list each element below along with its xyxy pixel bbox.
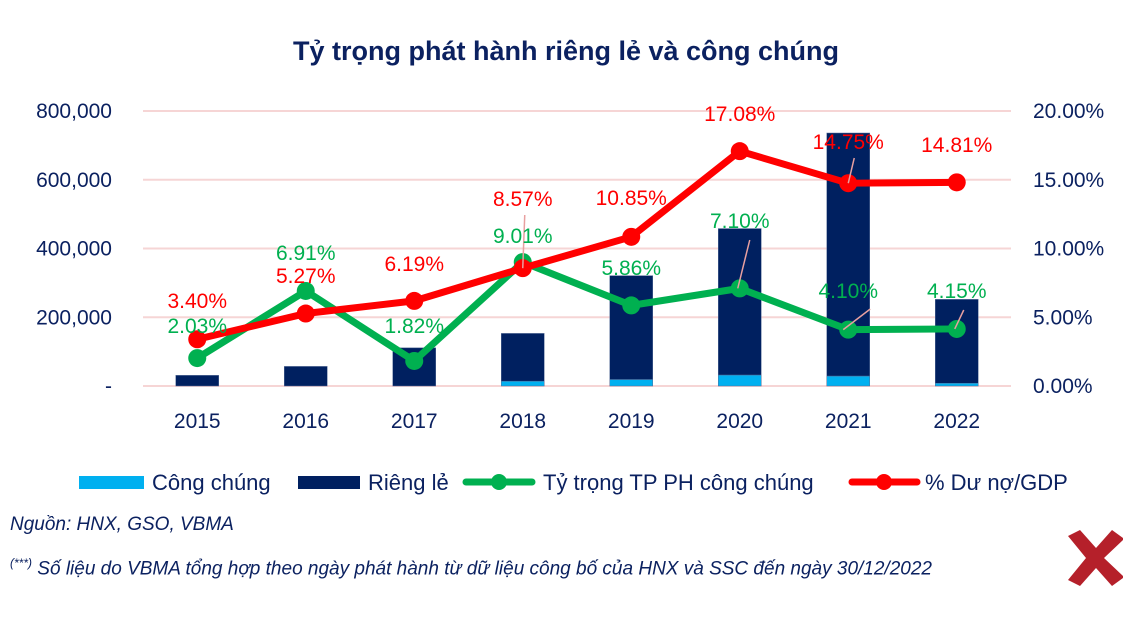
y-right-tick-label: 5.00% [1033, 306, 1093, 329]
x-tick-label: 2018 [499, 410, 546, 433]
y-axis-right: 0.00% 5.00% 10.00% 15.00% 20.00% [1033, 100, 1104, 398]
marker-du-no-gdp [296, 304, 315, 323]
y-axis-left: - 200,000 400,000 600,000 800,000 [36, 100, 112, 398]
line-ty-trong [195, 258, 957, 365]
y-left-tick-label: 600,000 [36, 169, 112, 192]
marker-ty-trong [188, 349, 207, 368]
y-left-tick-label: - [105, 375, 112, 398]
lines [188, 142, 966, 370]
data-label-ty-trong: 9.01% [493, 225, 553, 248]
data-label-du-no-gdp: 8.57% [493, 188, 553, 211]
marker-ty-trong [622, 296, 641, 315]
data-label-ty-trong: 1.82% [384, 315, 444, 338]
y-right-tick-label: 0.00% [1033, 375, 1093, 398]
leader-line [522, 214, 526, 269]
marker-ty-trong [947, 319, 966, 338]
marker-ty-trong [730, 279, 749, 298]
bar-cong-chung [501, 380, 545, 387]
legend-marker-du-no-gdp [876, 474, 892, 490]
bar-rieng-le [284, 366, 328, 387]
y-left-tick-label: 400,000 [36, 238, 112, 261]
x-tick-label: 2015 [174, 410, 221, 433]
data-label-ty-trong: 4.15% [927, 280, 987, 303]
bar-rieng-le [826, 132, 870, 377]
legend: Công chúng Riêng lẻ Tỷ trọng TP PH công ch… [79, 470, 1068, 495]
bar-cong-chung [935, 383, 979, 387]
bar-cong-chung [826, 375, 870, 387]
footnote: (***) Số liệu do VBMA tổng hợp theo ngày… [10, 556, 932, 580]
label-leader-lines [522, 157, 965, 331]
x-tick-label: 2021 [825, 410, 872, 433]
data-label-ty-trong: 2.03% [167, 315, 227, 338]
leader-line [842, 308, 871, 331]
y-right-tick-label: 20.00% [1033, 100, 1104, 123]
marker-ty-trong [296, 281, 315, 300]
data-label-du-no-gdp: 10.85% [596, 187, 667, 210]
source-note: Nguồn: HNX, GSO, VBMA [10, 514, 234, 535]
x-tick-label: 2020 [716, 410, 763, 433]
bar-rieng-le [935, 299, 979, 384]
legend-label-du-no-gdp: % Dư nợ/GDP [925, 470, 1068, 495]
data-label-du-no-gdp: 14.75% [813, 131, 884, 154]
leader-line [847, 157, 855, 184]
footnote-text: Số liệu do VBMA tổng hợp theo ngày phát … [32, 558, 932, 580]
legend-label-rieng-le: Riêng lẻ [368, 470, 449, 495]
y-right-tick-label: 10.00% [1033, 238, 1104, 261]
y-right-tick-label: 15.00% [1033, 169, 1104, 192]
marker-ty-trong [405, 351, 424, 370]
x-axis: 2015 2016 2017 2018 2019 2020 2021 2022 [174, 410, 980, 433]
x-logo-icon [1068, 530, 1123, 586]
bar-rieng-le [175, 375, 219, 387]
y-left-tick-label: 800,000 [36, 100, 112, 123]
marker-ty-trong [839, 320, 858, 339]
data-labels: 2.03% 6.91% 1.82% 9.01% 5.86% 7.10% 4.10% 4.15%… [167, 103, 992, 338]
marker-du-no-gdp [947, 173, 966, 192]
data-label-du-no-gdp: 14.81% [921, 134, 992, 157]
legend-label-ty-trong: Tỷ trọng TP PH công chúng [543, 470, 814, 495]
bar-rieng-le [609, 275, 653, 380]
line-du-no-gdp [196, 147, 957, 343]
marker-du-no-gdp [405, 291, 424, 310]
leader-line [954, 309, 965, 330]
footnote-mark: (***) [10, 556, 33, 570]
data-label-ty-trong: 4.10% [818, 280, 878, 303]
x-tick-label: 2019 [608, 410, 655, 433]
x-tick-label: 2017 [391, 410, 438, 433]
bar-cong-chung [718, 374, 762, 387]
data-label-du-no-gdp: 3.40% [167, 290, 227, 313]
legend-swatch-rieng-le [298, 476, 360, 489]
marker-du-no-gdp [730, 142, 749, 161]
legend-swatch-cong-chung [79, 476, 144, 489]
bar-cong-chung [609, 379, 653, 387]
bar-rieng-le [501, 333, 545, 382]
legend-label-cong-chung: Công chúng [152, 470, 271, 495]
y-left-tick-label: 200,000 [36, 306, 112, 329]
data-label-du-no-gdp: 5.27% [276, 265, 336, 288]
bar-rieng-le [718, 228, 762, 376]
data-label-ty-trong: 7.10% [710, 210, 770, 233]
data-label-du-no-gdp: 17.08% [704, 103, 775, 126]
marker-du-no-gdp [188, 330, 207, 349]
leader-line [737, 239, 751, 289]
x-tick-label: 2022 [933, 410, 980, 433]
data-label-du-no-gdp: 6.19% [384, 253, 444, 276]
x-tick-label: 2016 [282, 410, 329, 433]
data-label-ty-trong: 6.91% [276, 242, 336, 265]
marker-du-no-gdp [622, 227, 641, 246]
legend-marker-ty-trong [491, 474, 507, 490]
chart-title: Tỷ trọng phát hành riêng lẻ và công chún… [293, 36, 839, 66]
data-label-ty-trong: 5.86% [601, 257, 661, 280]
